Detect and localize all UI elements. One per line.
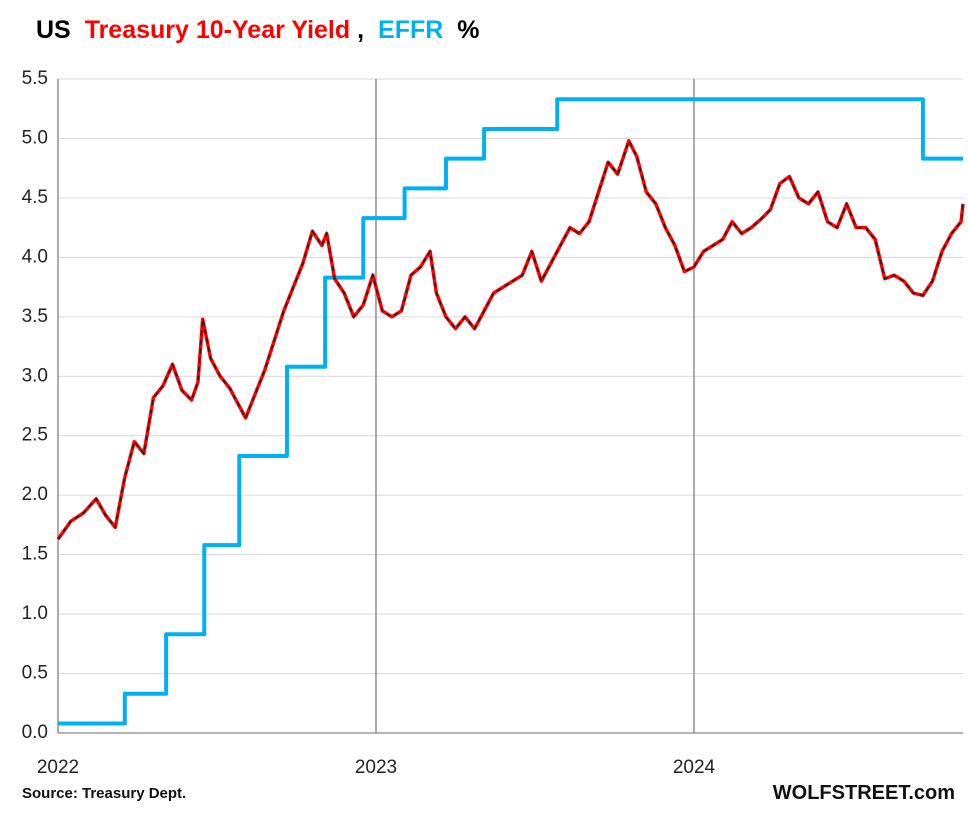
yield-line-dashes — [57, 138, 964, 540]
y-tick-label: 0.0 — [22, 722, 48, 743]
y-tick-label: 4.0 — [22, 246, 48, 267]
title-part: US — [36, 16, 71, 44]
title-part: % — [457, 16, 479, 44]
title-part: , — [357, 16, 364, 44]
effr-line — [58, 97, 963, 726]
y-tick-label: 1.0 — [22, 603, 48, 624]
y-tick-label: 1.5 — [22, 544, 48, 565]
y-tick-label: 0.5 — [22, 663, 48, 684]
y-tick-label: 2.5 — [22, 425, 48, 446]
y-tick-label: 3.0 — [22, 365, 48, 386]
x-tick-label: 2023 — [355, 757, 397, 778]
x-tick-label: 2024 — [673, 757, 716, 778]
y-tick-label: 5.0 — [22, 127, 48, 148]
x-tick-label: 2022 — [37, 757, 79, 778]
y-tick-label: 5.5 — [22, 68, 48, 89]
title-series: EFFR — [378, 16, 443, 44]
chart-title: US Treasury 10-Year Yield , EFFR % — [36, 16, 479, 44]
source-note: Source: Treasury Dept. — [22, 785, 186, 802]
y-tick-label: 4.5 — [22, 187, 48, 208]
y-tick-label: 2.0 — [22, 484, 48, 505]
title-series: Treasury 10-Year Yield — [85, 16, 350, 44]
y-tick-label: 3.5 — [22, 306, 48, 327]
brand: WOLFSTREET.com — [773, 782, 955, 804]
yield-line — [56, 139, 965, 541]
